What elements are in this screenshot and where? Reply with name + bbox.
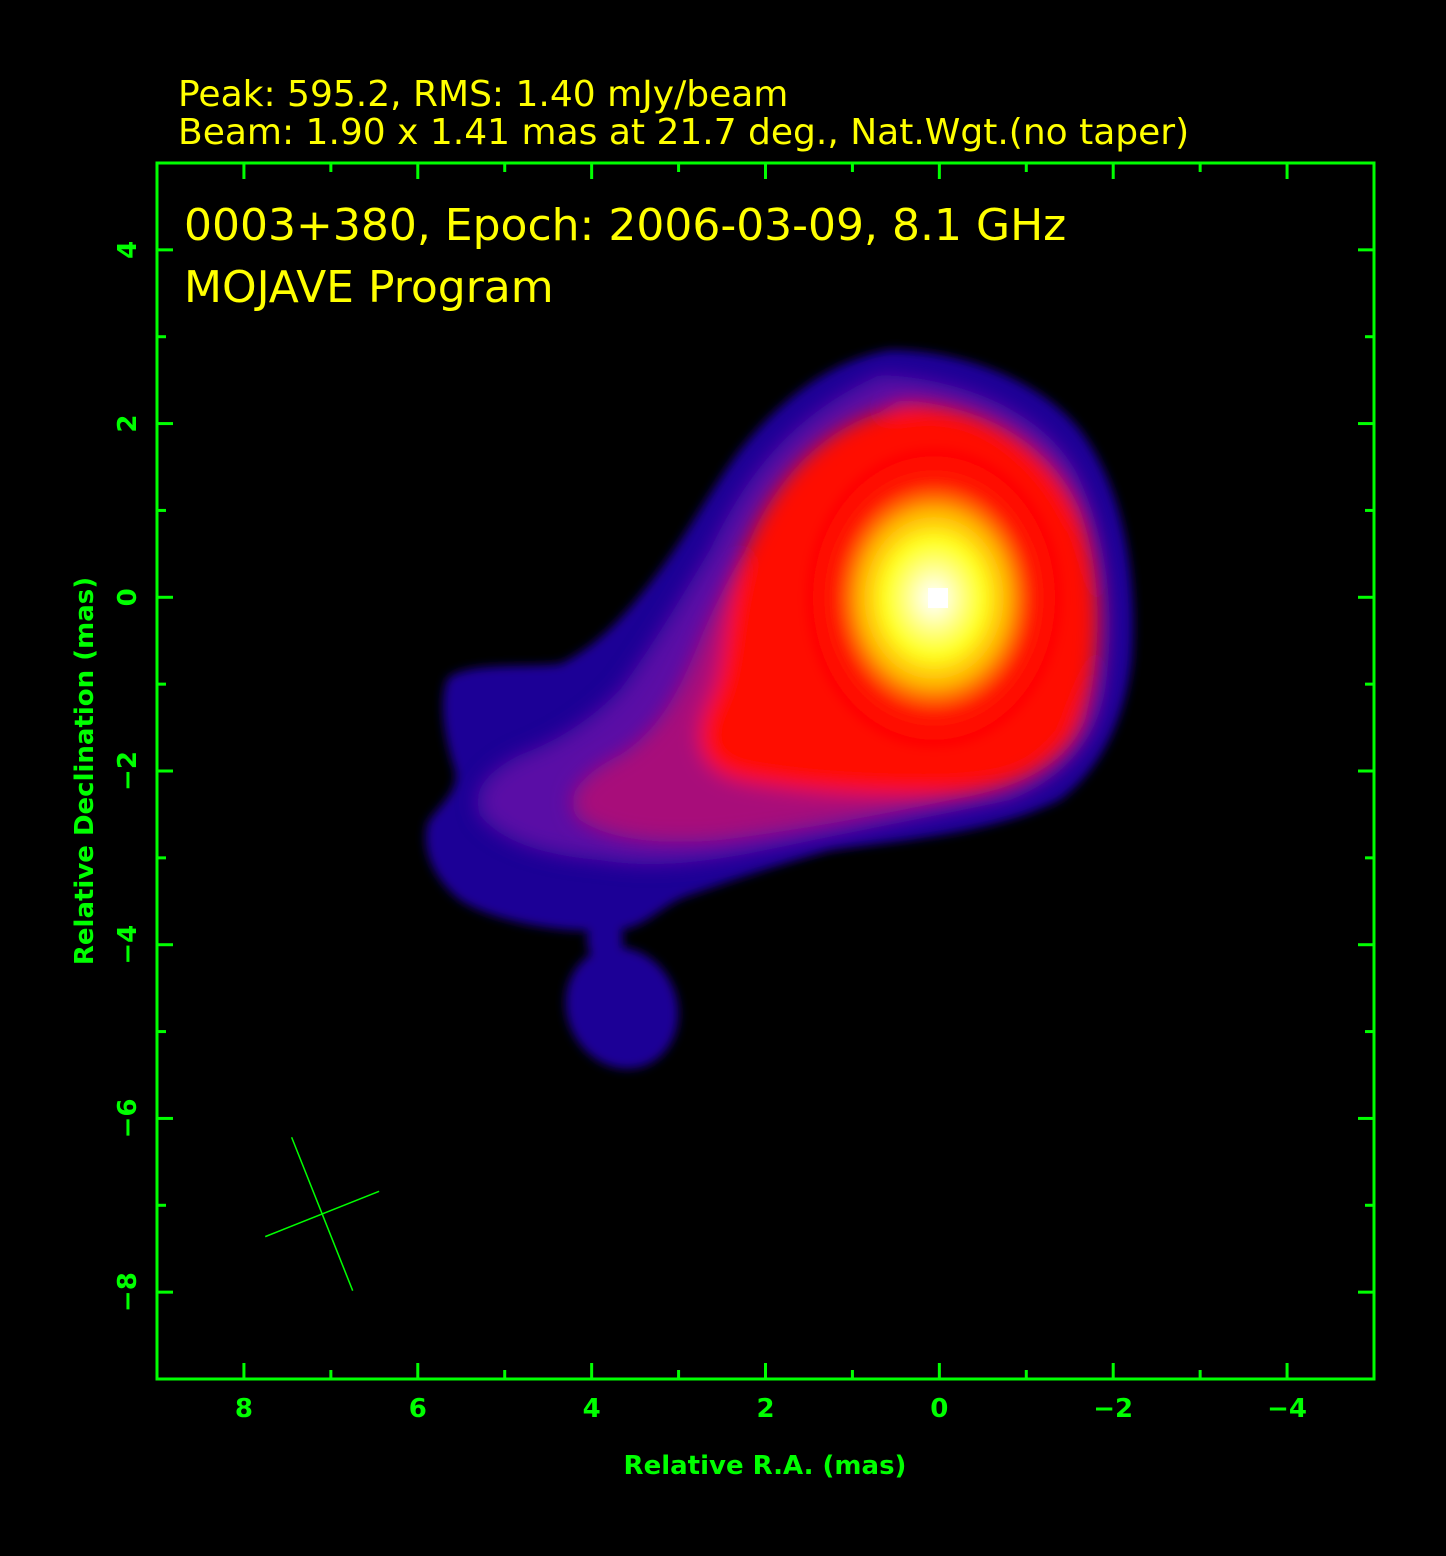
peak-pixel [928,588,948,608]
peak-rms-header: Peak: 595.2, RMS: 1.40 mJy/beam [178,74,788,115]
x-tick-label: 8 [235,1394,253,1424]
x-tick-label: −4 [1267,1394,1307,1424]
x-tick-label: 0 [930,1394,948,1424]
x-tick-label: −2 [1093,1394,1133,1424]
x-tick-label: 6 [409,1394,427,1424]
y-tick-label: 0 [113,588,143,606]
beam-cross-icon [264,1136,380,1291]
beam-header: Beam: 1.90 x 1.41 mas at 21.7 deg., Nat.… [178,112,1189,153]
y-tick-label: −2 [113,751,143,791]
x-tick-labels: 8 6 4 2 0 −2 −4 [235,1394,1307,1424]
plot-frame [155,161,1376,1381]
y-tick-label: −6 [113,1098,143,1138]
y-tick-label: 4 [113,241,143,259]
y-tick-label: −4 [113,925,143,965]
y-tick-label: −8 [113,1272,143,1312]
x-tick-label: 2 [756,1394,774,1424]
beam-minor-axis [264,1190,380,1238]
x-axis-label: Relative R.A. (mas) [624,1451,907,1481]
y-axis-label: Relative Declination (mas) [70,577,100,965]
chart-subtitle: MOJAVE Program [184,262,554,313]
x-tick-label: 4 [583,1394,601,1424]
knot-bridge [587,918,623,962]
southern-knot [565,947,679,1069]
y-tick-labels: 4 2 0 −2 −4 −6 −8 [113,241,143,1312]
emission-map [425,350,1134,1069]
y-tick-label: 2 [113,415,143,433]
chart-title: 0003+380, Epoch: 2006-03-09, 8.1 GHz [184,200,1066,251]
